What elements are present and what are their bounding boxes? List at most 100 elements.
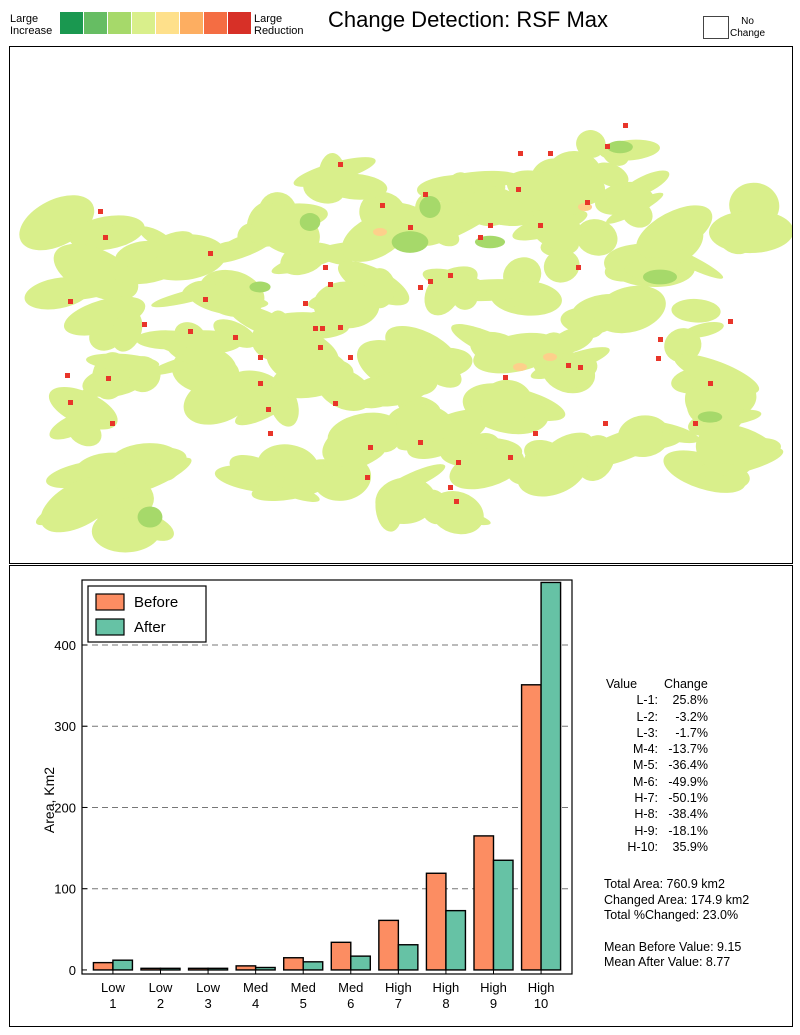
reduction-point <box>188 329 193 334</box>
land-patch <box>508 452 575 486</box>
legend-reduction-line2: Reduction <box>254 25 304 37</box>
increase-patch <box>607 140 633 154</box>
change-row-change: 25.8% <box>672 693 708 708</box>
mean-after-value: Mean After Value: 8.77 <box>604 955 731 969</box>
change-row-change: -38.4% <box>668 807 708 822</box>
land-patch <box>593 162 629 188</box>
reduction-point <box>533 431 538 436</box>
land-patch <box>709 210 794 254</box>
land-patch <box>48 387 118 430</box>
reduction-point <box>538 223 543 228</box>
minor-reduction-patch <box>373 228 387 236</box>
bar-before <box>473 835 495 971</box>
reduction-point <box>693 421 698 426</box>
reduction-point <box>98 209 103 214</box>
reduction-point <box>454 499 459 504</box>
change-row: H-7: -50.1% <box>602 790 714 806</box>
land-patch <box>67 417 102 447</box>
reduction-point <box>266 407 271 412</box>
summary-stats: Total Area: 760.9 km2 Changed Area: 174.… <box>604 877 749 971</box>
land-patch <box>181 280 210 300</box>
reduction-point <box>328 282 333 287</box>
y-axis-label: Area, Km2 <box>41 767 57 833</box>
change-row-change: -3.2% <box>675 709 708 724</box>
minor-reduction-patch <box>543 353 557 361</box>
land-patch <box>636 205 713 258</box>
increase-patch <box>697 411 723 423</box>
y-tick-label: 200 <box>54 800 76 815</box>
reduction-point <box>208 251 213 256</box>
x-tick-label: Low <box>149 980 173 995</box>
x-tick-label: 8 <box>442 996 449 1011</box>
reduction-point <box>448 485 453 490</box>
color-swatch-4 <box>132 12 155 34</box>
land-patch <box>429 266 478 297</box>
land-patch <box>429 490 484 535</box>
reduction-point <box>258 381 263 386</box>
reduction-point <box>603 421 608 426</box>
legend-reduction-line1: Large <box>254 13 283 25</box>
reduction-point <box>478 235 483 240</box>
x-tick-label: 4 <box>252 996 259 1011</box>
x-tick-label: High <box>480 980 507 995</box>
bar-before <box>187 967 209 971</box>
land-patch <box>312 168 375 196</box>
change-row: M-6: -49.9% <box>602 774 714 790</box>
change-row-value: M-5: <box>633 758 658 773</box>
x-tick-label: 10 <box>534 996 548 1011</box>
no-change-line2: Change <box>730 28 766 39</box>
reduction-point <box>368 445 373 450</box>
reduction-point <box>348 355 353 360</box>
increase-patch <box>391 231 429 253</box>
x-tick-label: High <box>385 980 412 995</box>
reduction-point <box>365 475 370 480</box>
x-tick-label: Low <box>196 980 220 995</box>
x-tick-label: 3 <box>204 996 211 1011</box>
land-patch <box>594 285 666 334</box>
color-swatch-6 <box>180 12 203 34</box>
map-panel <box>9 46 794 564</box>
reduction-point <box>623 123 628 128</box>
color-scale <box>60 12 252 34</box>
legend-entry: After <box>134 619 166 636</box>
mean-before-value: Mean Before Value: 9.15 <box>604 939 742 954</box>
reduction-point <box>548 151 553 156</box>
x-tick-label: High <box>528 980 555 995</box>
reduction-point <box>233 335 238 340</box>
reduction-point <box>333 401 338 406</box>
land-patch <box>275 365 346 395</box>
chart-legend: Before After <box>87 585 207 643</box>
bar-before <box>330 941 352 971</box>
increase-patch <box>299 213 321 231</box>
bar-after <box>112 959 134 971</box>
change-row: L-1: 25.8% <box>602 692 714 708</box>
land-patch <box>480 379 533 425</box>
bar-chart: Area, Km2 0100200300400Low1Low2Low3Med4M… <box>41 579 573 1011</box>
change-row: M-5: -36.4% <box>602 757 714 773</box>
reduction-point <box>68 400 73 405</box>
land-patch <box>543 249 580 283</box>
land-patch <box>124 356 161 393</box>
bar-after <box>492 859 514 971</box>
land-patch <box>473 332 560 374</box>
land-patch <box>174 322 206 349</box>
change-row: M-4: -13.7% <box>602 741 714 757</box>
land-patch <box>111 310 143 352</box>
land-patch <box>390 350 426 381</box>
legend-reduction-label: Large Reduction <box>254 13 304 37</box>
no-change-line1: No <box>741 16 754 27</box>
change-row-value: L-3: <box>636 725 658 740</box>
y-tick-label: 0 <box>69 963 76 978</box>
reduction-point <box>303 301 308 306</box>
change-table-header: Value Change <box>602 676 714 692</box>
bar-before <box>283 957 304 971</box>
change-row-value: H-7: <box>634 791 658 806</box>
color-swatch-1 <box>60 12 83 34</box>
reduction-point <box>203 297 208 302</box>
reduction-point <box>318 345 323 350</box>
header: Large Increase Large Reduction Change De… <box>0 0 800 46</box>
chart-panel: Area, Km2 0 100 200 300 400 Low 1 Low 2 Low 3 Med 4 M… <box>9 565 793 1027</box>
land-patch <box>664 328 702 363</box>
increase-patch <box>419 196 441 218</box>
x-tick-label: High <box>433 980 460 995</box>
